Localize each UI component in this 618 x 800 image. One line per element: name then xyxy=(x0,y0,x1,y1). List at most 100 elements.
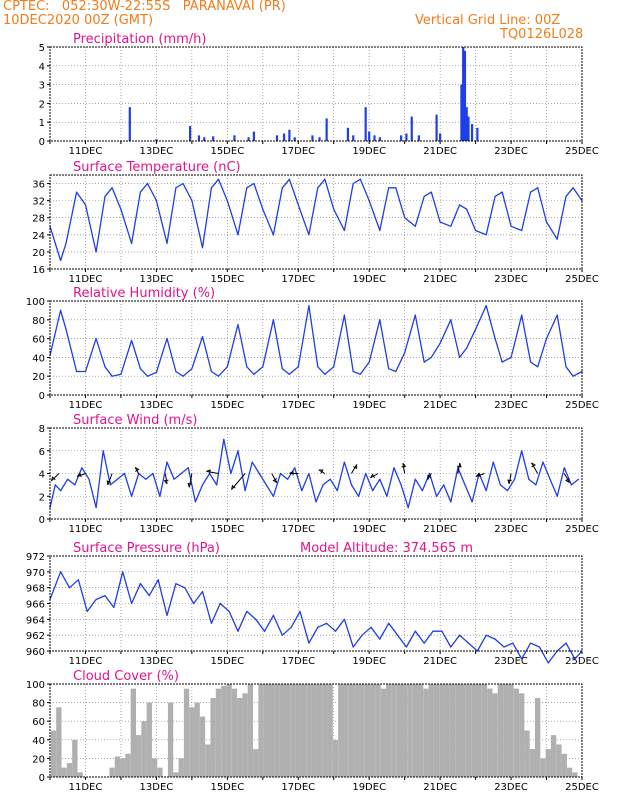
temperature-point xyxy=(537,187,539,189)
temperature-point xyxy=(217,178,220,180)
wind-vector xyxy=(457,463,461,474)
x-tick-label: 23DEC xyxy=(494,400,528,411)
y-tick-label: 20 xyxy=(32,754,45,765)
wind-point xyxy=(230,472,232,475)
wind-point xyxy=(556,495,558,497)
precipitation-bar xyxy=(155,139,158,141)
y-tick-label: 970 xyxy=(26,568,45,579)
pressure-point xyxy=(414,630,416,632)
temperature-point xyxy=(466,208,468,210)
cloud-cover-bar xyxy=(300,684,307,777)
humidity-point xyxy=(146,375,149,377)
humidity-point xyxy=(368,361,370,363)
wind-point xyxy=(116,478,118,480)
cloud-cover-bar xyxy=(487,688,493,777)
panel-frame xyxy=(49,174,583,270)
cloud-cover-bar xyxy=(391,684,397,777)
panel-title: Surface Temperature (nC) xyxy=(73,160,241,175)
cloud-cover-bar xyxy=(194,702,200,777)
pressure-point xyxy=(503,646,505,648)
humidity-point xyxy=(404,352,406,354)
x-tick-label: 15DEC xyxy=(210,274,244,285)
temperature-point xyxy=(572,187,574,189)
pressure-point xyxy=(281,634,283,636)
wind-point xyxy=(102,450,104,452)
cloud-cover-bar xyxy=(114,756,121,777)
wind-point xyxy=(343,461,345,463)
precipitation-bar xyxy=(462,47,465,141)
wind-vector-head xyxy=(231,484,236,490)
humidity-point xyxy=(317,366,319,368)
y-tick-label: 80 xyxy=(32,316,45,327)
humidity-point xyxy=(466,347,468,349)
wind-point xyxy=(315,501,317,503)
wind-point xyxy=(130,495,133,497)
temperature-point xyxy=(253,182,255,185)
humidity-point xyxy=(537,366,539,368)
temperature-point xyxy=(155,200,157,202)
y-tick-label: 36 xyxy=(32,180,45,191)
temperature-point xyxy=(352,182,354,185)
temperature-point xyxy=(343,229,345,232)
y-tick-label: 966 xyxy=(26,600,45,611)
y-tick-label: 8 xyxy=(39,424,45,435)
temperature-point xyxy=(120,208,122,210)
precipitation-bar xyxy=(378,137,381,141)
temperature-point xyxy=(494,195,496,197)
x-tick-label: 23DEC xyxy=(494,274,528,285)
cloud-cover-bar xyxy=(56,707,62,777)
cloud-cover-bar xyxy=(444,684,450,777)
humidity-point xyxy=(501,361,503,363)
x-tick-label: 25DEC xyxy=(565,524,599,535)
wind-vector-head xyxy=(427,474,432,480)
x-tick-label: 15DEC xyxy=(210,400,244,411)
temperature-point xyxy=(166,242,168,244)
wind-point xyxy=(400,484,402,486)
cloud-cover-bar xyxy=(151,758,158,777)
precipitation-bar xyxy=(318,137,321,141)
temperature-point xyxy=(521,229,523,232)
wind-point xyxy=(194,501,197,503)
x-tick-label: 11DEC xyxy=(69,146,103,157)
humidity-point xyxy=(84,370,87,373)
wind-vector xyxy=(351,464,358,474)
pressure-point xyxy=(228,610,230,613)
humidity-point xyxy=(217,375,220,377)
x-tick-label: 11DEC xyxy=(69,524,103,535)
wind-point xyxy=(223,438,225,440)
temperature-point xyxy=(423,195,425,197)
cloud-cover-bar xyxy=(66,763,73,777)
temperature-point xyxy=(262,208,264,210)
y-tick-label: 24 xyxy=(32,231,45,242)
wind-point xyxy=(95,507,97,509)
wind-point xyxy=(435,495,438,497)
temperature-point xyxy=(404,217,406,219)
humidity-point xyxy=(343,314,345,316)
temperature-point xyxy=(475,229,477,232)
humidity-point xyxy=(246,366,248,368)
humidity-point xyxy=(166,338,168,340)
x-tick-label: 13DEC xyxy=(140,524,174,535)
pressure-point xyxy=(529,642,532,644)
wind-vector-head xyxy=(106,480,112,486)
temperature-point xyxy=(459,204,461,206)
precipitation-bar xyxy=(282,133,286,141)
wind-vector-head xyxy=(272,478,278,484)
precipitation-bar xyxy=(435,114,438,141)
wind-point xyxy=(187,467,189,469)
pressure-point xyxy=(60,571,62,573)
cloud-cover-bar xyxy=(550,735,557,777)
wind-point xyxy=(173,478,175,480)
temperature-point xyxy=(246,187,248,189)
pressure-point xyxy=(476,650,478,652)
wind-point xyxy=(60,489,62,492)
precipitation-bar xyxy=(188,125,192,141)
wind-point xyxy=(81,467,83,469)
pressure-point xyxy=(450,646,452,648)
cloud-cover-bar xyxy=(215,688,222,777)
pressure-point xyxy=(193,602,195,605)
cloud-cover-bar xyxy=(173,772,179,777)
cloud-cover-bar xyxy=(258,684,264,777)
wind-vector-head xyxy=(134,466,140,472)
pressure-point xyxy=(219,602,221,605)
